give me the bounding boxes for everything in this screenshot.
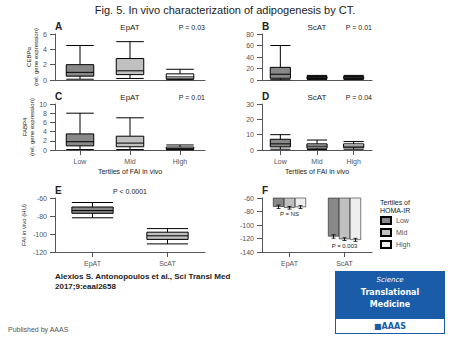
svg-text:30: 30 xyxy=(246,101,254,108)
svg-text:Low: Low xyxy=(274,158,288,165)
svg-text:E: E xyxy=(55,185,62,196)
svg-text:Mid: Mid xyxy=(124,158,135,165)
svg-text:0: 0 xyxy=(250,77,254,84)
svg-text:C: C xyxy=(55,91,62,102)
svg-text:2: 2 xyxy=(43,137,47,144)
svg-text:2: 2 xyxy=(43,61,47,68)
svg-text:Tertiles of FAI in vivo: Tertiles of FAI in vivo xyxy=(285,168,349,175)
svg-text:20: 20 xyxy=(246,65,254,72)
svg-text:EpAT: EpAT xyxy=(120,23,140,32)
svg-text:P = 0.03: P = 0.03 xyxy=(179,24,205,31)
svg-text:40: 40 xyxy=(246,54,254,61)
svg-text:ScAT: ScAT xyxy=(308,93,327,102)
svg-text:-100: -100 xyxy=(240,222,254,229)
svg-text:High: High xyxy=(346,158,361,166)
svg-text:P = NS: P = NS xyxy=(280,211,299,217)
svg-text:20: 20 xyxy=(246,116,254,123)
svg-text:EpAT: EpAT xyxy=(281,260,299,268)
svg-text:ScAT: ScAT xyxy=(336,260,353,267)
svg-text:ScAT: ScAT xyxy=(308,23,327,32)
svg-text:HOMA-IR: HOMA-IR xyxy=(380,207,410,214)
svg-text:Low: Low xyxy=(74,158,88,165)
svg-text:EpAT: EpAT xyxy=(84,260,102,268)
svg-text:High: High xyxy=(396,241,411,249)
svg-text:B: B xyxy=(262,21,269,32)
svg-text:10: 10 xyxy=(246,131,254,138)
svg-text:0: 0 xyxy=(250,147,254,154)
svg-text:80: 80 xyxy=(246,31,254,38)
svg-text:0: 0 xyxy=(43,77,47,84)
svg-text:Mid: Mid xyxy=(396,229,407,236)
svg-text:10: 10 xyxy=(39,101,47,108)
svg-text:6: 6 xyxy=(43,31,47,38)
svg-text:P < 0.0001: P < 0.0001 xyxy=(113,188,147,195)
svg-text:Tertiles of FAI in vivo: Tertiles of FAI in vivo xyxy=(98,168,162,175)
svg-text:4: 4 xyxy=(43,46,47,53)
svg-text:8: 8 xyxy=(43,110,47,117)
svg-text:-120: -120 xyxy=(240,235,254,242)
svg-text:-60: -60 xyxy=(244,195,254,202)
svg-text:P = 0.01: P = 0.01 xyxy=(179,94,205,101)
svg-text:P = 0.04: P = 0.04 xyxy=(346,94,372,101)
svg-text:Medicine: Medicine xyxy=(370,300,411,309)
svg-text:P = 0.01: P = 0.01 xyxy=(346,24,372,31)
svg-text:■AAAS: ■AAAS xyxy=(374,322,406,331)
svg-text:Mid: Mid xyxy=(311,158,322,165)
svg-text:0: 0 xyxy=(43,147,47,154)
svg-text:ScAT: ScAT xyxy=(159,260,176,267)
svg-text:6: 6 xyxy=(43,119,47,126)
svg-text:-140: -140 xyxy=(240,249,254,256)
svg-text:P = 0.003: P = 0.003 xyxy=(332,243,358,249)
svg-text:EpAT: EpAT xyxy=(120,93,140,102)
svg-text:CEBPα: CEBPα xyxy=(26,47,32,67)
svg-text:Published by AAAS: Published by AAAS xyxy=(8,326,69,334)
svg-text:-80: -80 xyxy=(37,213,47,220)
svg-text:(rel. gene expression): (rel. gene expression) xyxy=(29,98,35,156)
svg-text:-120: -120 xyxy=(33,249,47,256)
svg-text:Tertiles of: Tertiles of xyxy=(380,199,410,206)
svg-text:Low: Low xyxy=(396,217,410,224)
svg-text:2017;9:eaal2658: 2017;9:eaal2658 xyxy=(55,282,116,291)
svg-text:F: F xyxy=(262,185,268,196)
svg-text:Science: Science xyxy=(376,276,403,284)
svg-text:-80: -80 xyxy=(244,208,254,215)
svg-text:60: 60 xyxy=(246,42,254,49)
svg-text:High: High xyxy=(173,158,188,166)
svg-text:-60: -60 xyxy=(37,195,47,202)
svg-text:FABP4: FABP4 xyxy=(22,117,28,136)
svg-text:A: A xyxy=(55,21,62,32)
svg-text:D: D xyxy=(262,91,269,102)
svg-text:4: 4 xyxy=(43,128,47,135)
svg-text:Alexios S. Antonopoulos et al.: Alexios S. Antonopoulos et al., Sci Tran… xyxy=(55,272,230,281)
svg-text:Translational: Translational xyxy=(361,288,420,297)
svg-text:FAI in vivo (HU): FAI in vivo (HU) xyxy=(21,204,27,246)
svg-text:(rel. gene expression): (rel. gene expression) xyxy=(33,28,39,86)
svg-text:Fig. 5. In vivo characterizati: Fig. 5. In vivo characterization of adip… xyxy=(95,4,355,16)
svg-text:-100: -100 xyxy=(33,231,47,238)
